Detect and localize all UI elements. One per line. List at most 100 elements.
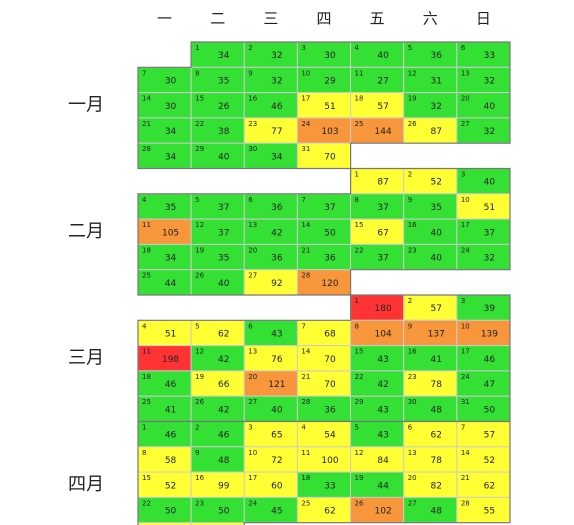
value-label: 31 [431,76,442,86]
value-label: 37 [218,203,229,213]
day-number-label: 11 [301,449,310,457]
day-number-label: 14 [301,221,310,229]
day-cell [243,319,298,347]
day-number-label: 28 [142,145,151,153]
day-cell [190,496,245,524]
day-cell [243,421,298,448]
day-cell [403,66,458,94]
value-label: 42 [377,380,388,390]
value-label: 35 [165,203,176,213]
day-number-label: 28 [301,272,310,280]
day-number-label: 27 [248,272,257,280]
day-number-label: 3 [461,297,465,305]
day-number-label: 5 [408,44,412,52]
day-number-label: 16 [195,474,204,482]
value-label: 82 [431,481,442,491]
value-label: 78 [431,380,443,390]
value-label: 57 [377,102,388,112]
value-label: 57 [431,304,442,314]
value-label: 70 [324,152,336,162]
value-label: 84 [377,456,389,466]
weekday-label: 三 [263,10,278,28]
day-cell [190,345,245,372]
day-cell [456,471,511,498]
day-cell [137,446,192,473]
value-label: 62 [484,481,495,491]
value-label: 44 [165,279,177,289]
day-cell [350,92,405,119]
day-cell [403,370,458,397]
day-cell [243,243,298,271]
day-number-label: 25 [355,120,364,128]
value-label: 48 [431,405,443,415]
day-number-label: 27 [408,499,417,507]
day-cell [296,66,352,94]
day-cell [137,92,192,119]
value-label: 87 [431,127,442,137]
day-number-label: 11 [355,69,364,77]
day-number-label: 31 [461,398,470,406]
day-number-label: 27 [461,120,470,128]
day-number-label: 21 [301,373,310,381]
day-number-label: 11 [142,348,151,356]
weekday-label: 二 [210,10,225,28]
day-number-label: 21 [301,246,310,254]
value-label: 36 [271,203,283,213]
day-number-label: 4 [142,322,147,330]
day-number-label: 24 [461,246,470,254]
day-number-label: 2 [408,297,412,305]
day-cell [456,319,511,347]
day-number-label: 16 [408,221,417,229]
day-number-label: 15 [355,348,364,356]
value-label: 105 [162,228,179,238]
value-label: 37 [377,203,388,213]
day-number-label: 22 [355,246,364,254]
day-number-label: 9 [408,322,412,330]
day-number-label: 1 [355,171,359,179]
day-cell [137,142,192,169]
day-number-label: 4 [301,424,306,432]
day-cell [456,243,511,271]
value-label: 52 [165,481,176,491]
day-number-label: 18 [142,246,151,254]
day-cell [403,319,458,347]
day-number-label: 8 [195,69,199,77]
value-label: 62 [324,507,335,517]
value-label: 41 [431,355,442,365]
weekday-label: 一 [157,10,172,28]
day-number-label: 2 [195,424,199,432]
day-number-label: 14 [461,449,470,457]
day-number-label: 15 [142,474,151,482]
value-label: 99 [218,481,230,491]
value-label: 46 [271,102,283,112]
day-number-label: 14 [142,95,151,103]
day-number-label: 24 [248,499,257,507]
day-number-label: 13 [408,449,417,457]
value-label: 40 [377,51,389,61]
day-number-label: 7 [301,196,305,204]
value-label: 55 [484,507,495,517]
day-number-label: 15 [195,95,204,103]
day-number-label: 24 [461,373,470,381]
day-cell [296,370,352,397]
day-number-label: 15 [355,221,364,229]
day-number-label: 9 [195,449,199,457]
weekday-label: 日 [476,10,491,28]
day-number-label: 27 [248,398,257,406]
day-number-label: 22 [142,499,151,507]
day-cell [350,243,405,271]
day-cell [190,319,245,347]
value-label: 34 [271,152,283,162]
day-number-label: 28 [461,499,470,507]
value-label: 40 [218,279,230,289]
day-number-label: 19 [195,246,204,254]
day-number-label: 3 [301,44,305,52]
day-number-label: 12 [408,69,417,77]
value-label: 26 [218,102,230,112]
day-number-label: 19 [408,95,417,103]
value-label: 48 [431,507,443,517]
value-label: 46 [165,380,177,390]
month-border [137,420,511,525]
day-cell [296,496,352,524]
